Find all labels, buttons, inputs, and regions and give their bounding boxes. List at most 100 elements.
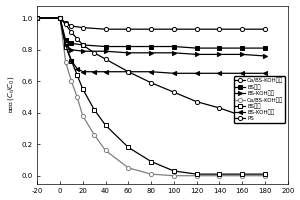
BS降解 <box>64 45 68 48</box>
PS <box>35 17 39 19</box>
BS降解 <box>81 88 85 90</box>
BS-KOH降解 <box>240 72 244 75</box>
BS-KOH吸附 <box>149 52 153 54</box>
Y-axis label: 分离率 ($C_t$/$C_0$): 分离率 ($C_t$/$C_0$) <box>6 76 16 113</box>
Line: BS吸附: BS吸附 <box>35 16 267 50</box>
BS-KOH降解 <box>70 59 73 62</box>
BS降解 <box>35 17 39 19</box>
BS-KOH降解 <box>172 72 176 75</box>
Ca/BS-KOH降解 <box>218 175 221 177</box>
BS降解 <box>92 108 96 111</box>
PS <box>64 23 68 26</box>
BS降解 <box>58 17 62 19</box>
Ca/BS-KOH吸附 <box>70 25 73 27</box>
PS <box>127 71 130 73</box>
BS吸附 <box>35 17 39 19</box>
Ca/BS-KOH吸附 <box>240 28 244 30</box>
BS-KOH吸附 <box>263 55 267 57</box>
Line: BS-KOH吸附: BS-KOH吸附 <box>35 16 267 58</box>
PS <box>75 37 79 40</box>
PS <box>240 115 244 117</box>
PS <box>58 17 62 19</box>
BS-KOH降解 <box>149 71 153 73</box>
BS-KOH降解 <box>218 72 221 75</box>
Ca/BS-KOH吸附 <box>195 28 199 30</box>
Line: Ca/BS-KOH吸附: Ca/BS-KOH吸附 <box>35 16 267 31</box>
Ca/BS-KOH吸附 <box>81 26 85 29</box>
BS-KOH吸附 <box>195 53 199 56</box>
BS-KOH吸附 <box>70 48 73 51</box>
Ca/BS-KOH吸附 <box>58 17 62 19</box>
Ca/BS-KOH降解 <box>240 175 244 177</box>
Ca/BS-KOH降解 <box>172 175 176 177</box>
Ca/BS-KOH降解 <box>81 115 85 117</box>
PS <box>92 52 96 54</box>
BS吸附 <box>70 42 73 45</box>
PS <box>195 100 199 103</box>
BS-KOH降解 <box>64 44 68 46</box>
BS-KOH降解 <box>92 71 96 73</box>
BS吸附 <box>263 47 267 49</box>
BS-KOH吸附 <box>81 50 85 52</box>
BS-KOH降解 <box>75 67 79 70</box>
BS吸附 <box>240 47 244 49</box>
Ca/BS-KOH降解 <box>64 61 68 63</box>
BS-KOH降解 <box>81 71 85 73</box>
BS吸附 <box>81 44 85 46</box>
Ca/BS-KOH降解 <box>263 175 267 177</box>
BS-KOH吸附 <box>172 52 176 54</box>
BS降解 <box>70 59 73 62</box>
BS-KOH吸附 <box>127 52 130 54</box>
Ca/BS-KOH吸附 <box>104 28 107 30</box>
BS-KOH降解 <box>104 71 107 73</box>
BS-KOH降解 <box>58 17 62 19</box>
BS吸附 <box>172 45 176 48</box>
BS降解 <box>218 173 221 175</box>
BS降解 <box>240 173 244 175</box>
BS吸附 <box>127 45 130 48</box>
PS <box>149 82 153 84</box>
BS-KOH吸附 <box>64 44 68 46</box>
BS吸附 <box>218 47 221 49</box>
BS降解 <box>263 173 267 175</box>
Ca/BS-KOH降解 <box>104 149 107 152</box>
Ca/BS-KOH吸附 <box>127 28 130 30</box>
Ca/BS-KOH降解 <box>149 173 153 175</box>
Line: BS降解: BS降解 <box>35 16 267 176</box>
BS-KOH吸附 <box>218 53 221 56</box>
Ca/BS-KOH降解 <box>75 96 79 98</box>
BS降解 <box>195 173 199 175</box>
BS吸附 <box>64 39 68 41</box>
BS-KOH吸附 <box>58 17 62 19</box>
BS-KOH吸附 <box>240 53 244 56</box>
Ca/BS-KOH吸附 <box>149 28 153 30</box>
Ca/BS-KOH吸附 <box>218 28 221 30</box>
BS吸附 <box>58 17 62 19</box>
BS吸附 <box>195 47 199 49</box>
BS-KOH降解 <box>35 17 39 19</box>
Line: BS-KOH降解: BS-KOH降解 <box>35 16 267 75</box>
Legend: Ca/BS-KOH吸附, BS吸附, BS-KOH吸附, Ca/BS-KOH降解, BS降解, BS-KOH降解, PS: Ca/BS-KOH吸附, BS吸附, BS-KOH吸附, Ca/BS-KOH降解… <box>234 76 285 123</box>
BS吸附 <box>104 45 107 48</box>
BS降解 <box>172 170 176 172</box>
Ca/BS-KOH吸附 <box>64 22 68 24</box>
Ca/BS-KOH降解 <box>195 175 199 177</box>
PS <box>104 58 107 60</box>
BS-KOH降解 <box>263 72 267 75</box>
PS <box>172 91 176 93</box>
Ca/BS-KOH降解 <box>92 134 96 136</box>
Ca/BS-KOH降解 <box>35 17 39 19</box>
BS降解 <box>75 74 79 76</box>
BS降解 <box>104 124 107 126</box>
Line: PS: PS <box>35 16 267 123</box>
PS <box>70 31 73 34</box>
BS-KOH吸附 <box>35 17 39 19</box>
Ca/BS-KOH降解 <box>127 167 130 169</box>
Ca/BS-KOH降解 <box>70 80 73 82</box>
PS <box>81 44 85 46</box>
BS降解 <box>127 146 130 149</box>
BS-KOH降解 <box>127 71 130 73</box>
Ca/BS-KOH吸附 <box>35 17 39 19</box>
BS-KOH降解 <box>195 72 199 75</box>
Ca/BS-KOH吸附 <box>263 28 267 30</box>
